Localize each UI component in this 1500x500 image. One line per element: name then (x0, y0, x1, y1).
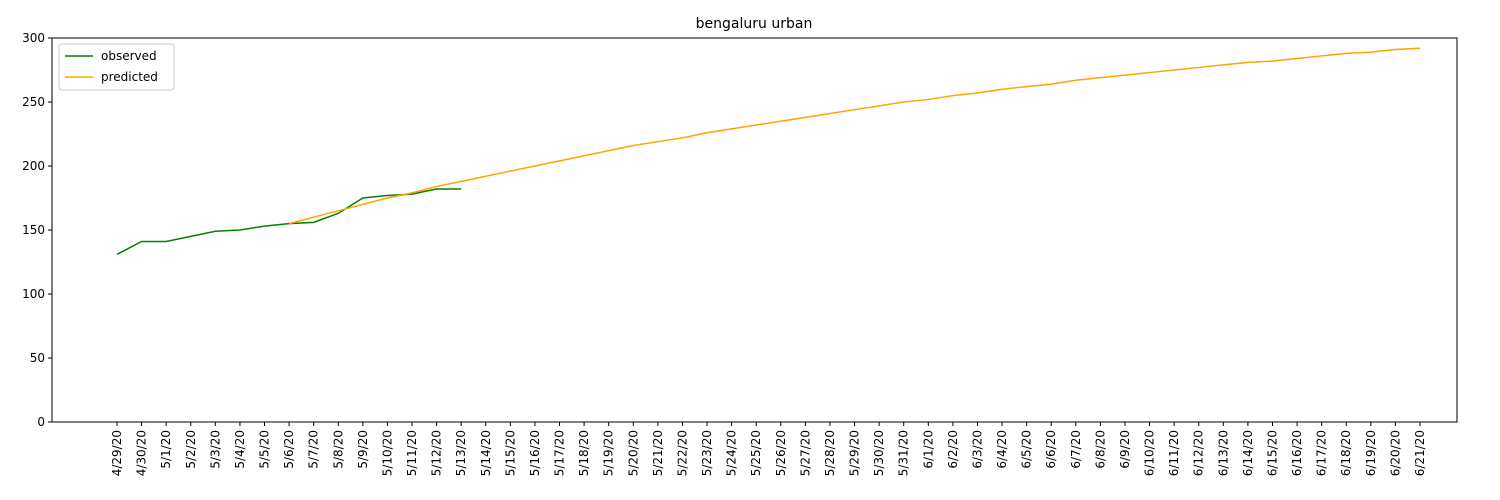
x-tick-label: 6/14/20 (1241, 430, 1255, 476)
y-tick-label: 250 (22, 95, 45, 109)
x-tick-label: 6/7/20 (1069, 430, 1083, 469)
y-tick-label: 300 (22, 31, 45, 45)
x-tick-label: 4/30/20 (135, 430, 149, 476)
x-tick-label: 5/24/20 (725, 430, 739, 476)
x-tick-label: 6/8/20 (1093, 430, 1107, 469)
x-tick-label: 5/10/20 (380, 430, 394, 476)
x-tick-label: 5/18/20 (577, 430, 591, 476)
x-tick-label: 5/31/20 (897, 430, 911, 476)
x-tick-label: 5/25/20 (749, 430, 763, 476)
x-tick-label: 5/15/20 (503, 430, 517, 476)
x-tick-label: 5/6/20 (282, 430, 296, 469)
x-tick-label: 6/19/20 (1364, 430, 1378, 476)
x-tick-label: 5/17/20 (553, 430, 567, 476)
y-tick-label: 50 (30, 351, 45, 365)
x-tick-label: 5/14/20 (479, 430, 493, 476)
chart-title: bengaluru urban (696, 16, 813, 32)
x-tick-label: 5/22/20 (675, 430, 689, 476)
x-tick-label: 6/3/20 (970, 430, 984, 469)
x-tick-label: 5/1/20 (159, 430, 173, 469)
x-tick-label: 6/4/20 (995, 430, 1009, 469)
x-tick-label: 5/16/20 (528, 430, 542, 476)
data-line (288, 47, 1421, 225)
x-tick-label: 6/12/20 (1192, 430, 1206, 476)
x-tick-label: 5/23/20 (700, 430, 714, 476)
x-tick-label: 5/9/20 (356, 430, 370, 469)
legend-label: predicted (101, 70, 158, 84)
y-tick-label: 0 (37, 415, 45, 429)
x-tick-label: 6/6/20 (1044, 430, 1058, 469)
x-tick-label: 5/3/20 (208, 430, 222, 469)
x-tick-label: 5/26/20 (774, 430, 788, 476)
x-tick-label: 6/11/20 (1167, 430, 1181, 476)
x-tick-label: 5/7/20 (307, 430, 321, 469)
y-tick-label: 200 (22, 159, 45, 173)
x-tick-label: 5/8/20 (331, 430, 345, 469)
x-tick-label: 5/27/20 (798, 430, 812, 476)
legend: observed predicted (58, 43, 175, 91)
plot-frame (51, 37, 1458, 423)
x-tick-label: 5/28/20 (823, 430, 837, 476)
x-tick-label: 6/21/20 (1413, 430, 1427, 476)
x-tick-label: 5/29/20 (848, 430, 862, 476)
y-tick-label: 100 (22, 287, 45, 301)
x-tick-label: 6/18/20 (1339, 430, 1353, 476)
x-tick-label: 6/5/20 (1020, 430, 1034, 469)
x-tick-label: 6/2/20 (946, 430, 960, 469)
x-tick-label: 6/13/20 (1216, 430, 1230, 476)
legend-label: observed (101, 49, 157, 63)
x-tick-label: 6/17/20 (1315, 430, 1329, 476)
x-tick-label: 4/29/20 (110, 430, 124, 476)
y-tick-label: 150 (22, 223, 45, 237)
x-tick-label: 6/15/20 (1265, 430, 1279, 476)
x-tick-label: 5/11/20 (405, 430, 419, 476)
x-tick-label: 6/9/20 (1118, 430, 1132, 469)
x-tick-label: 5/4/20 (233, 430, 247, 469)
x-tick-label: 5/2/20 (184, 430, 198, 469)
x-tick-label: 5/20/20 (626, 430, 640, 476)
x-tick-label: 5/13/20 (454, 430, 468, 476)
x-tick-label: 6/16/20 (1290, 430, 1304, 476)
x-tick-label: 5/12/20 (430, 430, 444, 476)
x-tick-label: 6/10/20 (1143, 430, 1157, 476)
x-tick-label: 5/30/20 (872, 430, 886, 476)
x-tick-label: 6/1/20 (921, 430, 935, 469)
x-tick-label: 5/21/20 (651, 430, 665, 476)
x-tick-label: 5/5/20 (258, 430, 272, 469)
x-tick-label: 5/19/20 (602, 430, 616, 476)
x-tick-label: 6/20/20 (1388, 430, 1402, 476)
